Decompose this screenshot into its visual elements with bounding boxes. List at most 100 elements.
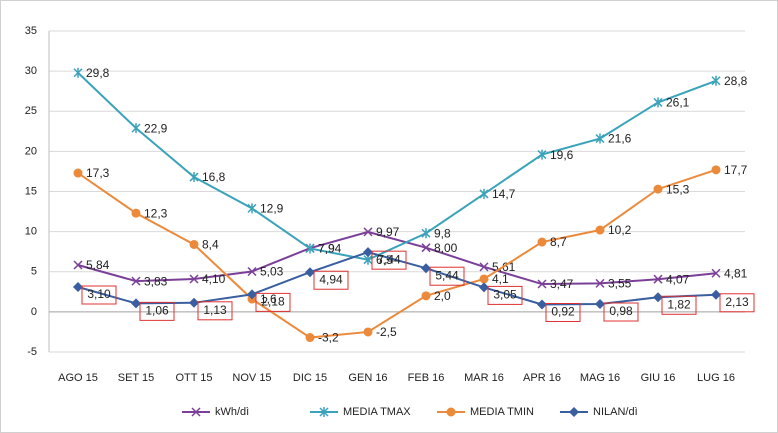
x-tick-label: NOV 15 xyxy=(232,372,271,384)
label-box xyxy=(139,301,175,321)
data-label: 8,00 xyxy=(434,241,458,255)
marker xyxy=(653,97,663,108)
label-box xyxy=(603,302,639,322)
marker xyxy=(653,274,663,284)
legend-label: kWh/dì xyxy=(215,406,249,418)
data-label: 1,82 xyxy=(667,297,691,311)
marker xyxy=(131,298,141,309)
x-tick-label: GIU 16 xyxy=(641,372,676,384)
marker xyxy=(569,407,579,417)
marker xyxy=(537,299,547,310)
marker xyxy=(595,299,605,310)
marker xyxy=(305,333,315,343)
data-label: 3,83 xyxy=(144,274,168,288)
data-label: 12,3 xyxy=(144,206,168,220)
series-line xyxy=(77,72,717,261)
marker xyxy=(189,239,199,249)
data-label: 29,8 xyxy=(86,66,110,80)
data-label: 8,7 xyxy=(550,235,567,249)
label-box xyxy=(487,285,523,305)
marker xyxy=(247,203,257,214)
label-box xyxy=(545,302,581,322)
marker xyxy=(479,262,489,272)
series-line xyxy=(77,230,717,286)
data-label: 3,55 xyxy=(608,277,632,291)
y-tick-label: 5 xyxy=(31,266,37,278)
marker xyxy=(653,292,663,303)
label-box xyxy=(197,301,233,321)
y-tick-label: 0 xyxy=(31,306,37,318)
marker xyxy=(189,297,199,308)
data-label: 4,10 xyxy=(202,272,226,286)
data-label: 7,9 xyxy=(318,242,335,256)
marker xyxy=(479,274,489,284)
marker xyxy=(711,268,721,278)
data-label: 15,3 xyxy=(666,182,690,196)
legend-item: NILAN/dì xyxy=(560,406,638,418)
data-label: 14,7 xyxy=(492,187,516,201)
marker xyxy=(421,263,431,274)
marker xyxy=(73,168,83,178)
marker xyxy=(537,149,547,160)
data-label: 17,3 xyxy=(86,166,110,180)
marker xyxy=(479,282,489,293)
marker xyxy=(73,281,83,292)
data-label: -3,2 xyxy=(318,331,339,345)
data-label: 19,6 xyxy=(550,148,574,162)
marker xyxy=(131,208,141,218)
legend-label: NILAN/dì xyxy=(593,406,638,418)
label-box xyxy=(313,270,349,290)
marker xyxy=(363,247,373,258)
legend-item: MEDIA TMAX xyxy=(310,406,411,418)
legend-label: MEDIA TMIN xyxy=(470,406,534,418)
data-label: -2,5 xyxy=(376,325,397,339)
marker xyxy=(191,407,201,417)
marker xyxy=(247,289,257,300)
x-tick-label: LUG 16 xyxy=(697,372,735,384)
marker xyxy=(595,225,605,235)
data-label: 7,44 xyxy=(377,252,401,266)
data-label: 1,13 xyxy=(203,303,227,317)
marker xyxy=(189,274,199,284)
x-tick-label: MAR 16 xyxy=(464,372,504,384)
data-label: 3,05 xyxy=(493,288,517,302)
data-label: 2,0 xyxy=(434,289,451,303)
data-label: 5,84 xyxy=(86,258,110,272)
data-label: 3,10 xyxy=(87,287,111,301)
x-tick-label: MAG 16 xyxy=(580,372,620,384)
marker xyxy=(537,237,547,247)
x-tick-label: FEB 16 xyxy=(408,372,445,384)
marker xyxy=(305,243,315,254)
marker xyxy=(711,289,721,300)
marker xyxy=(595,278,605,288)
data-label: 17,7 xyxy=(724,163,748,177)
data-label: 0,98 xyxy=(609,304,633,318)
data-label: 5,03 xyxy=(260,265,284,279)
marker xyxy=(73,67,83,78)
data-label: 5,44 xyxy=(435,268,459,282)
x-tick-label: OTT 15 xyxy=(175,372,212,384)
data-label: 8,4 xyxy=(202,238,219,252)
data-label: 10,2 xyxy=(608,223,632,237)
x-tick-label: GEN 16 xyxy=(348,372,387,384)
label-box xyxy=(81,285,117,305)
data-label: 2,18 xyxy=(261,295,285,309)
label-box xyxy=(371,250,407,270)
marker xyxy=(247,266,257,277)
y-tick-label: 15 xyxy=(25,185,37,197)
data-label: 4,81 xyxy=(724,266,748,280)
series-line xyxy=(77,168,717,339)
marker xyxy=(73,260,83,270)
marker xyxy=(421,228,431,239)
data-label: 4,1 xyxy=(492,272,509,286)
x-tick-label: DIC 15 xyxy=(293,372,327,384)
data-label: 4,07 xyxy=(666,272,690,286)
marker xyxy=(421,243,431,253)
legend-item: kWh/dì xyxy=(182,406,249,418)
marker xyxy=(711,75,721,86)
label-box xyxy=(719,293,755,313)
data-label: 9,8 xyxy=(434,226,451,240)
label-box xyxy=(255,292,291,312)
marker xyxy=(653,184,663,194)
